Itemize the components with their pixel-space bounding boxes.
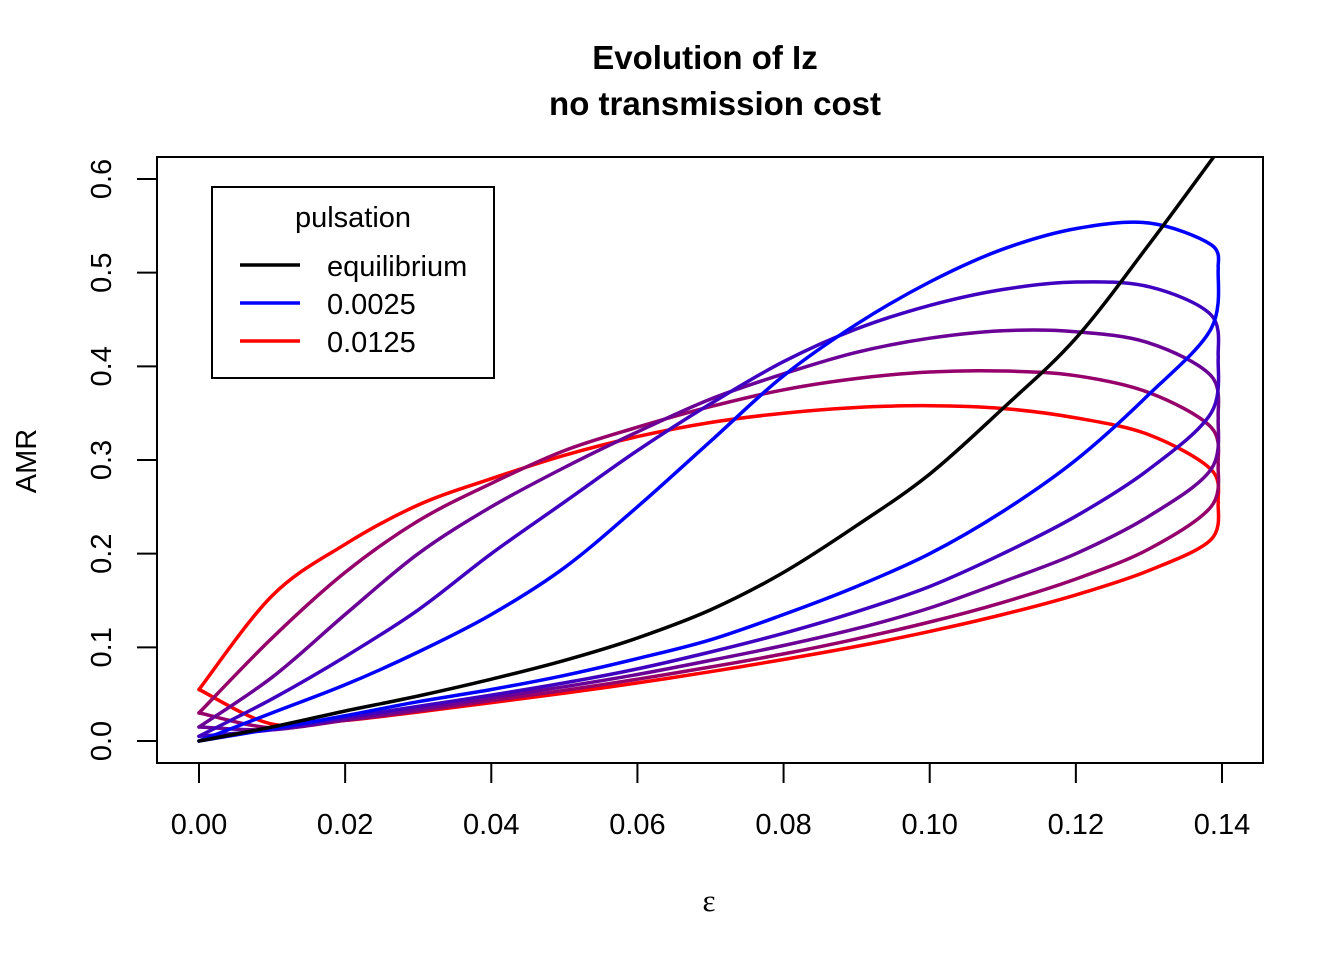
series-2-lower-branch [197,416,1221,732]
x-tick-label: 0.06 [609,809,665,841]
series-0-upper-branch [197,220,1221,743]
y-tick-label: 0.4 [86,346,118,386]
legend: pulsation equilibrium 0.0025 0.0125 [211,186,495,379]
y-axis: 0.0 0.1 0.2 0.3 0.4 0.5 0.6 [86,159,158,761]
series-3-upper-branch [197,368,1221,715]
series-4-lower-branch [197,500,1221,728]
y-tick-label: 0.6 [86,159,118,199]
equilibrium-curve [197,158,1216,743]
x-tick-label: 0.04 [463,809,519,841]
series-1-lower-branch [197,355,1221,739]
curves-layer [197,158,1221,743]
series-1-upper-branch [197,280,1221,739]
x-tick-label: 0.08 [755,809,811,841]
x-axis: 0.00 0.02 0.04 0.06 0.08 0.10 0.12 0.14 [171,762,1250,841]
y-tick-label: 0.5 [86,253,118,293]
y-tick-label: 0.3 [86,440,118,480]
legend-label-0.0125: 0.0125 [327,327,416,359]
x-tick-label: 0.10 [901,809,957,841]
series-0-lower-branch [197,266,1221,743]
legend-label-0.0025: 0.0025 [327,289,416,321]
chart-title: Evolution of Iz [592,39,817,76]
y-tick-label: 0.2 [86,534,118,574]
legend-box [211,186,495,379]
series-4-upper-branch [197,403,1221,692]
y-axis-label: AMR [11,429,43,493]
x-tick-label: 0.12 [1048,809,1104,841]
x-axis-label: ε [702,883,715,918]
y-tick-label: 0.0 [86,721,118,761]
legend-title: pulsation [295,202,411,234]
y-tick-label: 0.1 [86,627,118,667]
series-2-upper-branch [197,328,1221,729]
x-tick-label: 0.00 [171,809,227,841]
legend-label-equilibrium: equilibrium [327,251,467,283]
x-tick-label: 0.02 [317,809,373,841]
x-tick-label: 0.14 [1194,809,1250,841]
chart-subtitle: no transmission cost [549,85,881,122]
